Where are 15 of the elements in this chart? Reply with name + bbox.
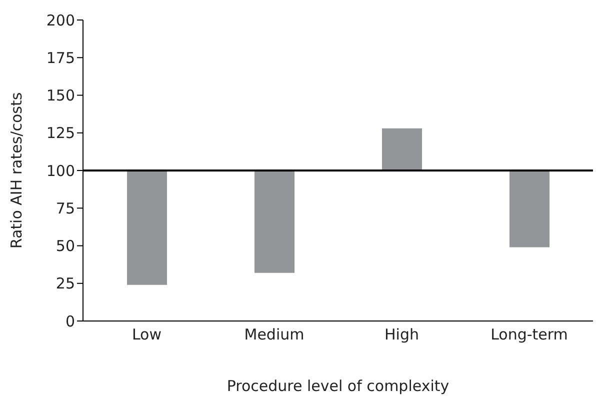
y-tick-label: 125 <box>46 124 75 142</box>
x-tick-label: Low <box>132 326 162 344</box>
x-axis-title: Procedure level of complexity <box>226 377 450 395</box>
y-tick-label: 100 <box>46 162 75 180</box>
y-tick-label: 25 <box>56 274 75 293</box>
y-tick-label: 200 <box>46 11 75 30</box>
x-tick-label: Medium <box>244 326 304 344</box>
x-tick-label: High <box>384 326 419 344</box>
x-tick-label: Long-term <box>490 326 568 344</box>
y-tick-label: 0 <box>65 312 75 330</box>
y-axis-title: Ratio AIH rates/costs <box>7 92 26 249</box>
y-tick-label: 175 <box>46 48 75 67</box>
y-tick-label: 150 <box>46 86 75 105</box>
y-tick-label: 50 <box>56 237 75 256</box>
y-tick-label: 75 <box>56 199 75 218</box>
